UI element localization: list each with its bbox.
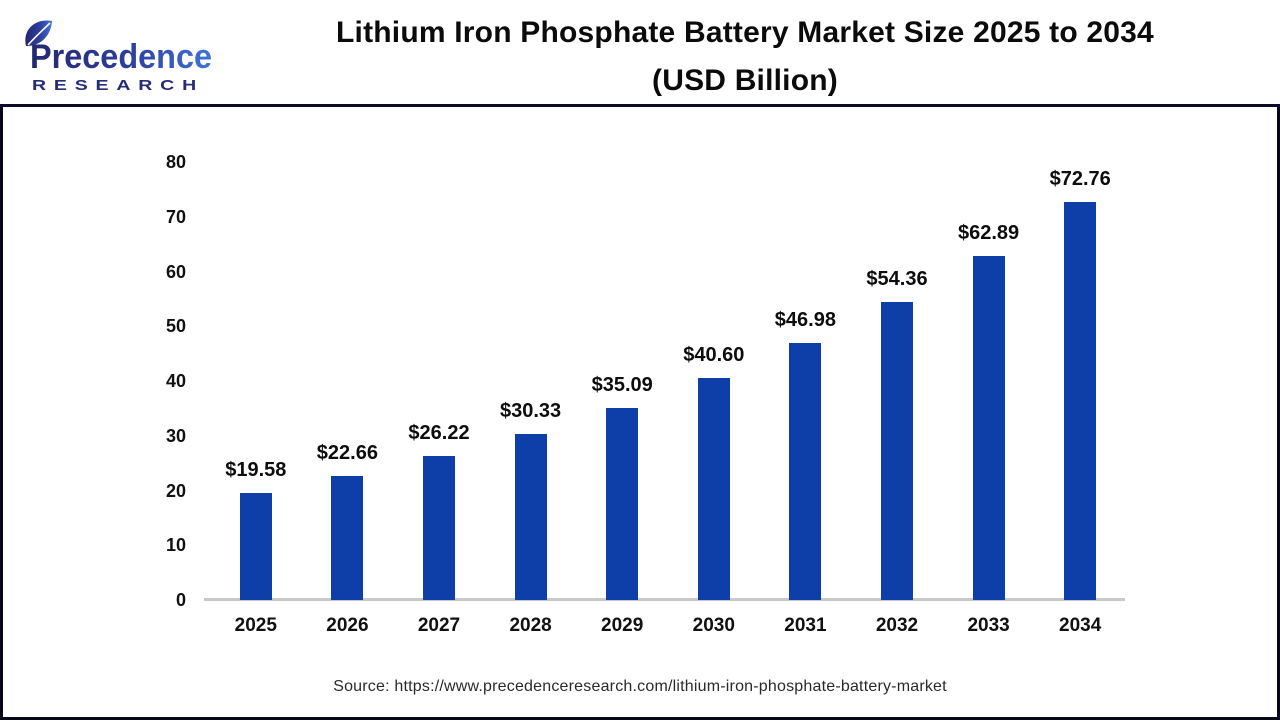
bar-chart: 0 10 20 30 40 50 60 70 80 $19.58 2025 $22.66 2026 $26… [0, 107, 1280, 720]
x-axis-label-2030: 2030 [692, 615, 735, 636]
x-axis-label-2032: 2032 [875, 615, 919, 636]
chart-title-line1: Lithium Iron Phosphate Battery Market Si… [336, 16, 1154, 49]
x-axis-label-2033: 2033 [967, 615, 1010, 636]
y-axis-tick-label: 50 [165, 316, 186, 337]
bar-value-label-2028: $30.33 [500, 399, 562, 422]
bar-value-label-2026: $22.66 [316, 441, 378, 464]
bar-2025 [239, 492, 272, 600]
y-axis-tick-label: 60 [165, 261, 186, 282]
y-axis-tick-label: 80 [165, 152, 186, 172]
bar-value-label-2034: $72.76 [1049, 167, 1111, 190]
bar-2033 [972, 255, 1005, 600]
bar-value-label-2031: $46.98 [774, 308, 836, 331]
bar-value-label-2030: $40.60 [683, 343, 745, 366]
bar-2031 [789, 342, 822, 600]
bar-value-label-2029: $35.09 [591, 373, 653, 396]
bar-2026 [331, 475, 364, 600]
source-attribution: Source: https://www.precedenceresearch.c… [333, 678, 947, 695]
y-axis-tick-label: 70 [165, 206, 186, 227]
y-axis-tick-label: 0 [175, 590, 186, 610]
chart-title-line2: (USD Billion) [652, 64, 838, 97]
header-divider [0, 104, 1280, 107]
leaf-icon [25, 20, 52, 46]
bar-value-label-2025: $19.58 [225, 458, 287, 481]
logo-wordmark: Precedence [30, 38, 212, 76]
logo-subtitle: RESEARCH [32, 77, 204, 94]
x-axis-label-2025: 2025 [234, 615, 277, 636]
bar-2028 [514, 433, 547, 600]
bar-2032 [881, 302, 913, 600]
x-axis-label-2031: 2031 [784, 615, 827, 636]
x-axis-line [204, 598, 1125, 601]
chart-title: Lithium Iron Phosphate Battery Market Si… [235, 9, 1255, 105]
bar-value-label-2032: $54.36 [866, 268, 928, 291]
y-axis-tick-label: 20 [165, 480, 186, 501]
x-axis-label-2029: 2029 [601, 615, 644, 636]
y-axis-tick-label: 10 [165, 535, 186, 556]
x-axis-label-2034: 2034 [1059, 615, 1102, 636]
bar-2027 [423, 456, 455, 600]
brand-logo-graphic: Precedence RESEARCH [25, 20, 212, 94]
bar-value-label-2033: $62.89 [958, 221, 1020, 244]
x-axis-label-2027: 2027 [417, 615, 461, 636]
bar-2029 [606, 407, 639, 600]
y-axis-tick-label: 40 [165, 371, 186, 391]
x-axis-label-2028: 2028 [509, 615, 552, 636]
bar-2030 [697, 377, 730, 600]
bar-2034 [1064, 201, 1097, 600]
bar-value-label-2027: $26.22 [408, 422, 470, 445]
header: Precedence RESEARCH Lithium Iron Phospha… [0, 0, 1280, 104]
brand-logo: Precedence RESEARCH [14, 16, 219, 101]
y-axis-tick-label: 30 [165, 425, 186, 446]
x-axis-label-2026: 2026 [326, 615, 369, 636]
